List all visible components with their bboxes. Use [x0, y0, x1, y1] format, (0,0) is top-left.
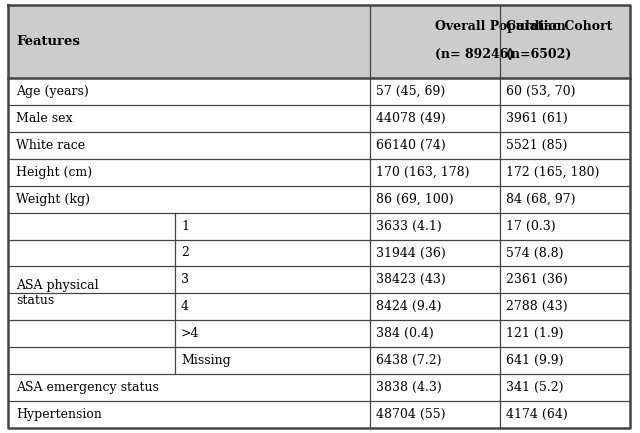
Bar	[8, 239, 630, 266]
Text: (n=6502): (n=6502)	[506, 48, 572, 61]
Text: >4: >4	[181, 327, 200, 340]
Text: 3: 3	[181, 273, 189, 286]
Bar	[8, 132, 630, 159]
Text: 66140 (74): 66140 (74)	[376, 139, 445, 152]
Text: 44078 (49): 44078 (49)	[376, 112, 445, 125]
Text: 84 (68, 97): 84 (68, 97)	[506, 193, 575, 206]
Text: 1: 1	[181, 220, 189, 233]
Text: 121 (1.9): 121 (1.9)	[506, 327, 563, 340]
Text: Features: Features	[16, 35, 80, 48]
Text: 57 (45, 69): 57 (45, 69)	[376, 85, 445, 98]
Text: 2361 (36): 2361 (36)	[506, 273, 568, 286]
Text: Cardiac Cohort: Cardiac Cohort	[506, 20, 612, 33]
Text: 6438 (7.2): 6438 (7.2)	[376, 354, 442, 367]
Text: 384 (0.4): 384 (0.4)	[376, 327, 434, 340]
Text: 172 (165, 180): 172 (165, 180)	[506, 166, 600, 179]
Text: 2788 (43): 2788 (43)	[506, 301, 568, 313]
Text: 4174 (64): 4174 (64)	[506, 408, 568, 421]
Text: 17 (0.3): 17 (0.3)	[506, 220, 556, 233]
Text: 38423 (43): 38423 (43)	[376, 273, 445, 286]
Bar	[8, 5, 630, 78]
Text: Weight (kg): Weight (kg)	[16, 193, 90, 206]
Text: Age (years): Age (years)	[16, 85, 89, 98]
Text: 170 (163, 178): 170 (163, 178)	[376, 166, 470, 179]
Bar	[8, 78, 630, 105]
Text: 31944 (36): 31944 (36)	[376, 246, 445, 259]
Text: Hypertension: Hypertension	[16, 408, 102, 421]
Bar	[8, 213, 630, 239]
Bar	[8, 159, 630, 186]
Bar	[8, 401, 630, 428]
Text: 4: 4	[181, 301, 189, 313]
Text: 86 (69, 100): 86 (69, 100)	[376, 193, 454, 206]
Text: Missing: Missing	[181, 354, 231, 367]
Text: 2: 2	[181, 246, 189, 259]
Text: ASA emergency status: ASA emergency status	[16, 381, 159, 394]
Text: 3633 (4.1): 3633 (4.1)	[376, 220, 442, 233]
Text: 3838 (4.3): 3838 (4.3)	[376, 381, 442, 394]
Text: White race: White race	[16, 139, 85, 152]
Text: 8424 (9.4): 8424 (9.4)	[376, 301, 442, 313]
Bar	[8, 186, 630, 213]
Text: 5521 (85): 5521 (85)	[506, 139, 568, 152]
Text: 60 (53, 70): 60 (53, 70)	[506, 85, 575, 98]
Text: 641 (9.9): 641 (9.9)	[506, 354, 563, 367]
Text: 3961 (61): 3961 (61)	[506, 112, 568, 125]
Bar	[8, 374, 630, 401]
Bar	[8, 347, 630, 374]
Text: Male sex: Male sex	[16, 112, 72, 125]
Bar	[8, 266, 630, 294]
Text: 48704 (55): 48704 (55)	[376, 408, 445, 421]
Text: Height (cm): Height (cm)	[16, 166, 92, 179]
Text: (n= 89246): (n= 89246)	[435, 48, 515, 61]
Bar	[8, 105, 630, 132]
Text: Overall Population: Overall Population	[435, 20, 566, 33]
Text: ASA physical
status: ASA physical status	[16, 279, 99, 307]
Bar	[8, 294, 630, 320]
Text: 341 (5.2): 341 (5.2)	[506, 381, 563, 394]
Text: 574 (8.8): 574 (8.8)	[506, 246, 563, 259]
Bar	[8, 320, 630, 347]
